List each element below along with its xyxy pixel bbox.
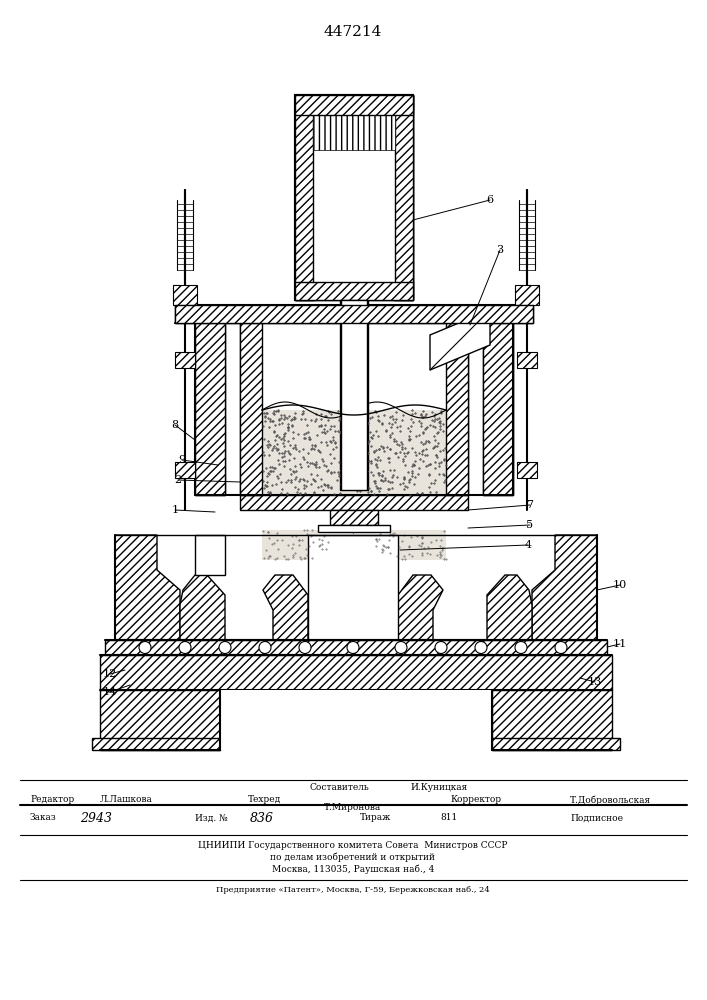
Bar xyxy=(195,323,225,495)
Text: ЦНИИПИ Государственного комитета Совета  Министров СССР: ЦНИИПИ Государственного комитета Совета … xyxy=(198,840,508,850)
Bar xyxy=(395,95,413,300)
Polygon shape xyxy=(532,535,597,640)
Text: Л.Лашкова: Л.Лашкова xyxy=(100,796,153,804)
Bar xyxy=(100,655,612,690)
Bar xyxy=(262,323,446,495)
Bar xyxy=(393,95,413,300)
Text: Корректор: Корректор xyxy=(450,796,501,804)
Circle shape xyxy=(219,642,231,654)
Text: Изд. №: Изд. № xyxy=(195,814,228,822)
Bar xyxy=(175,352,195,368)
Text: 4: 4 xyxy=(525,540,532,550)
Text: 1: 1 xyxy=(171,505,179,515)
Bar xyxy=(492,738,620,750)
Polygon shape xyxy=(195,535,225,575)
Polygon shape xyxy=(430,310,490,370)
Text: 2943: 2943 xyxy=(80,812,112,824)
Polygon shape xyxy=(398,575,443,640)
Text: Составитель: Составитель xyxy=(310,784,370,792)
Circle shape xyxy=(259,642,271,654)
Text: Техред: Техред xyxy=(248,796,281,804)
Circle shape xyxy=(395,642,407,654)
Text: Заказ: Заказ xyxy=(30,814,57,822)
Text: 13: 13 xyxy=(588,677,602,687)
Bar xyxy=(318,525,390,532)
Polygon shape xyxy=(487,575,532,640)
Text: 836: 836 xyxy=(250,812,274,824)
Bar xyxy=(390,530,446,560)
Text: 811: 811 xyxy=(440,814,457,822)
Circle shape xyxy=(515,642,527,654)
Bar xyxy=(492,690,612,750)
Text: по делам изобретений и открытий: по делам изобретений и открытий xyxy=(271,852,436,862)
Text: 3: 3 xyxy=(496,245,503,255)
Circle shape xyxy=(179,642,191,654)
Text: 5: 5 xyxy=(527,520,534,530)
Bar xyxy=(105,640,607,655)
Bar xyxy=(100,690,220,750)
Polygon shape xyxy=(263,575,308,640)
Bar xyxy=(240,323,262,495)
Bar xyxy=(446,323,468,495)
Bar xyxy=(295,282,413,300)
Bar xyxy=(175,305,533,323)
Bar xyxy=(295,95,413,300)
Text: Москва, 113035, Раушская наб., 4: Москва, 113035, Раушская наб., 4 xyxy=(271,864,434,874)
Bar xyxy=(173,285,197,305)
Bar xyxy=(313,115,395,150)
Text: Т.Добровольская: Т.Добровольская xyxy=(570,795,651,805)
Text: 6: 6 xyxy=(486,195,493,205)
Bar xyxy=(315,110,393,150)
Bar xyxy=(295,110,413,300)
Text: Редактор: Редактор xyxy=(30,796,74,804)
Text: Т.Миронова: Т.Миронова xyxy=(325,802,382,812)
Bar xyxy=(262,410,446,495)
Text: 10: 10 xyxy=(613,580,627,590)
Bar xyxy=(446,323,468,495)
Bar xyxy=(220,690,492,750)
Bar xyxy=(295,95,313,300)
Bar xyxy=(262,530,318,560)
Text: 2: 2 xyxy=(175,475,182,485)
Bar xyxy=(517,352,537,368)
Bar xyxy=(262,410,446,495)
Bar xyxy=(295,95,413,110)
Polygon shape xyxy=(115,535,180,640)
Circle shape xyxy=(347,642,359,654)
Text: И.Куницкая: И.Куницкая xyxy=(410,784,467,792)
Bar xyxy=(175,305,533,323)
Bar xyxy=(295,95,315,300)
Bar xyxy=(330,510,378,525)
Bar xyxy=(341,300,367,490)
Circle shape xyxy=(139,642,151,654)
Text: 14: 14 xyxy=(103,687,117,697)
Text: 9: 9 xyxy=(178,455,185,465)
Bar xyxy=(295,95,413,110)
Bar xyxy=(175,462,195,478)
Text: 447214: 447214 xyxy=(324,25,382,39)
Polygon shape xyxy=(308,535,398,640)
Text: 8: 8 xyxy=(171,420,179,430)
Bar xyxy=(295,95,413,115)
Circle shape xyxy=(435,642,447,654)
Circle shape xyxy=(475,642,487,654)
Bar xyxy=(195,305,225,495)
Bar xyxy=(240,495,468,510)
Text: Тираж: Тираж xyxy=(360,814,392,822)
Circle shape xyxy=(299,642,311,654)
Bar xyxy=(483,323,513,495)
Text: 12: 12 xyxy=(103,669,117,679)
Text: Подписное: Подписное xyxy=(570,814,623,822)
Bar xyxy=(517,462,537,478)
Text: Предприятие «Патент», Москва, Г-59, Бережковская наб., 24: Предприятие «Патент», Москва, Г-59, Бере… xyxy=(216,886,490,894)
Text: 7: 7 xyxy=(527,500,534,510)
Bar xyxy=(240,323,262,495)
Bar xyxy=(515,285,539,305)
Bar xyxy=(483,305,513,495)
Bar xyxy=(92,738,220,750)
Circle shape xyxy=(555,642,567,654)
Polygon shape xyxy=(180,575,225,640)
Text: 11: 11 xyxy=(613,639,627,649)
